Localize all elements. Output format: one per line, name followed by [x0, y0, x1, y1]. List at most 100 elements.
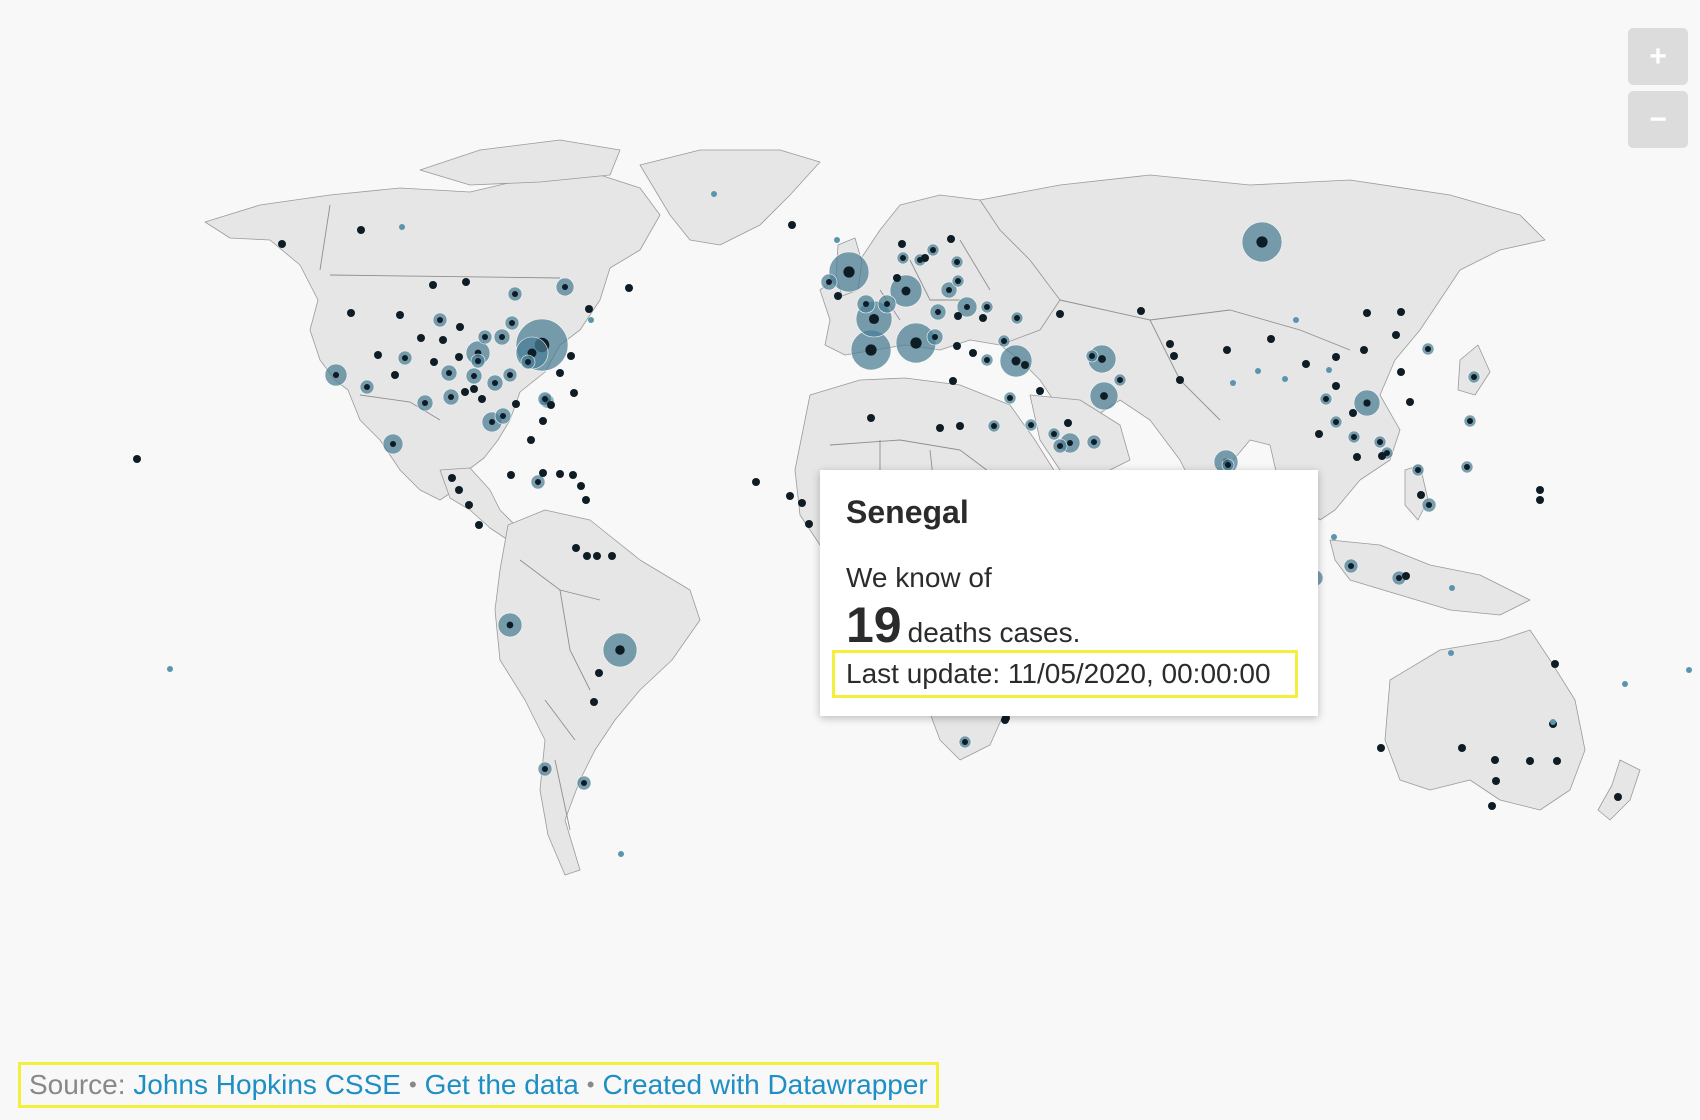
case-bubble[interactable]: [893, 274, 901, 282]
case-bubble[interactable]: [999, 344, 1033, 378]
case-bubble[interactable]: [429, 281, 437, 289]
case-bubble[interactable]: [374, 351, 382, 359]
case-bubble[interactable]: [1553, 757, 1561, 765]
case-bubble[interactable]: [455, 486, 463, 494]
case-bubble[interactable]: [1392, 331, 1400, 339]
case-bubble[interactable]: [1315, 430, 1323, 438]
case-bubble[interactable]: [486, 374, 504, 392]
case-bubble[interactable]: [1406, 398, 1414, 406]
case-bubble[interactable]: [711, 191, 717, 197]
case-bubble[interactable]: [1326, 367, 1332, 373]
footer-get-data-link[interactable]: Get the data: [424, 1069, 579, 1100]
case-bubbles[interactable]: [133, 191, 1692, 857]
case-bubble[interactable]: [347, 309, 355, 317]
case-bubble[interactable]: [167, 666, 173, 672]
case-bubble[interactable]: [1176, 376, 1184, 384]
case-bubble[interactable]: [432, 312, 448, 328]
case-bubble[interactable]: [556, 470, 564, 478]
case-bubble[interactable]: [278, 240, 286, 248]
case-bubble[interactable]: [1255, 368, 1261, 374]
case-bubble[interactable]: [417, 334, 425, 342]
case-bubble[interactable]: [856, 294, 876, 314]
case-bubble[interactable]: [951, 274, 965, 288]
case-bubble[interactable]: [896, 251, 910, 265]
case-bubble[interactable]: [1491, 756, 1499, 764]
case-bubble[interactable]: [570, 389, 578, 397]
case-bubble[interactable]: [1036, 387, 1044, 395]
case-bubble[interactable]: [588, 317, 594, 323]
case-bubble[interactable]: [1332, 353, 1340, 361]
case-bubble[interactable]: [895, 322, 937, 364]
case-bubble[interactable]: [828, 251, 870, 293]
case-bubble[interactable]: [798, 499, 806, 507]
case-bubble[interactable]: [950, 255, 964, 269]
case-bubble[interactable]: [1002, 714, 1010, 722]
case-bubble[interactable]: [1056, 310, 1064, 318]
case-bubble[interactable]: [539, 417, 547, 425]
case-bubble[interactable]: [512, 400, 520, 408]
case-bubble[interactable]: [470, 385, 478, 393]
case-bubble[interactable]: [1492, 777, 1500, 785]
case-bubble[interactable]: [1085, 349, 1099, 363]
case-bubble[interactable]: [1343, 558, 1359, 574]
case-bubble[interactable]: [1536, 486, 1544, 494]
case-bubble[interactable]: [1421, 497, 1437, 513]
case-bubble[interactable]: [936, 424, 944, 432]
case-bubble[interactable]: [1319, 392, 1333, 406]
case-bubble[interactable]: [1010, 311, 1024, 325]
case-bubble[interactable]: [555, 277, 575, 297]
case-bubble[interactable]: [929, 303, 947, 321]
case-bubble[interactable]: [602, 632, 638, 668]
case-bubble[interactable]: [1397, 368, 1405, 376]
case-bubble[interactable]: [396, 311, 404, 319]
case-bubble[interactable]: [462, 278, 470, 286]
case-bubble[interactable]: [569, 471, 577, 479]
case-bubble[interactable]: [577, 482, 585, 490]
case-bubble[interactable]: [1302, 360, 1310, 368]
footer-datawrapper-link[interactable]: Created with Datawrapper: [602, 1069, 928, 1100]
case-bubble[interactable]: [465, 501, 473, 509]
case-bubble[interactable]: [357, 226, 365, 234]
case-bubble[interactable]: [455, 353, 463, 361]
case-bubble[interactable]: [1397, 308, 1405, 316]
case-bubble[interactable]: [478, 395, 486, 403]
case-bubble[interactable]: [504, 315, 520, 331]
case-bubble[interactable]: [1332, 382, 1340, 390]
case-bubble[interactable]: [416, 394, 434, 412]
case-bubble[interactable]: [1622, 681, 1628, 687]
case-bubble[interactable]: [527, 436, 535, 444]
case-bubble[interactable]: [133, 455, 141, 463]
case-bubble[interactable]: [465, 367, 483, 385]
case-bubble[interactable]: [877, 294, 897, 314]
case-bubble[interactable]: [1449, 585, 1455, 591]
case-bubble[interactable]: [625, 284, 633, 292]
case-bubble[interactable]: [1458, 744, 1466, 752]
case-bubble[interactable]: [1353, 453, 1361, 461]
case-bubble[interactable]: [980, 353, 994, 367]
case-bubble[interactable]: [979, 314, 987, 322]
case-bubble[interactable]: [834, 292, 842, 300]
case-bubble[interactable]: [953, 342, 961, 350]
case-bubble[interactable]: [867, 414, 875, 422]
case-bubble[interactable]: [475, 521, 483, 529]
case-bubble[interactable]: [583, 552, 591, 560]
footer-source-link[interactable]: Johns Hopkins CSSE: [133, 1069, 401, 1100]
case-bubble[interactable]: [969, 349, 977, 357]
case-bubble[interactable]: [399, 224, 405, 230]
case-bubble[interactable]: [1021, 361, 1029, 369]
case-bubble[interactable]: [947, 235, 955, 243]
case-bubble[interactable]: [1686, 667, 1692, 673]
case-bubble[interactable]: [1488, 802, 1496, 810]
case-bubble[interactable]: [497, 612, 523, 638]
case-bubble[interactable]: [1463, 414, 1477, 428]
case-bubble[interactable]: [805, 520, 813, 528]
case-bubble[interactable]: [582, 496, 590, 504]
case-bubble[interactable]: [1003, 391, 1017, 405]
case-bubble[interactable]: [980, 300, 994, 314]
case-bubble[interactable]: [987, 419, 1001, 433]
case-bubble[interactable]: [1411, 463, 1425, 477]
case-bubble[interactable]: [1170, 352, 1178, 360]
case-bubble[interactable]: [502, 367, 518, 383]
case-bubble[interactable]: [1282, 376, 1288, 382]
case-bubble[interactable]: [477, 329, 493, 345]
